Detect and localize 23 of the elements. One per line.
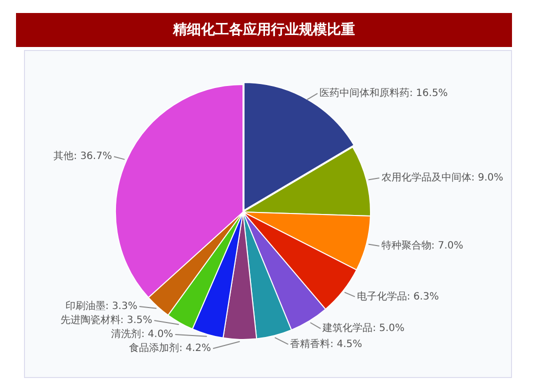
chart-title: 精细化工各应用行业规模比重 (16, 13, 512, 47)
data-label: : 4.2% (179, 343, 212, 354)
data-label: : 6.3% (406, 291, 439, 302)
data-label: : 7.0% (431, 240, 464, 252)
data-label: : 36.7% (74, 151, 112, 162)
slice-label: 特种聚合物 (381, 240, 432, 252)
slice-label: 建筑化学品 (322, 322, 373, 334)
data-label: : 5.0% (372, 323, 405, 334)
data-label: : 4.5% (330, 338, 362, 350)
data-label: : 9.0% (471, 172, 504, 184)
slice-label: 先进陶瓷材料 (60, 314, 120, 326)
slice-label: 食品添加剂 (129, 342, 180, 354)
slice-label: 医药中间体和原料药 (319, 87, 410, 100)
data-label: : 16.5% (409, 88, 448, 100)
slice-label: 印刷油墨 (65, 300, 106, 312)
slice-label: 农用化学品及中间体 (381, 172, 472, 184)
data-label: : 3.3% (105, 301, 138, 312)
slice-label: 香精香料 (290, 338, 330, 350)
data-label: : 3.5% (120, 315, 152, 326)
slice-label: 其他 (54, 150, 74, 162)
data-label: : 4.0% (141, 329, 174, 340)
slice-label: 清洗剂 (111, 328, 142, 340)
slice-label: 电子化学品 (356, 290, 407, 302)
